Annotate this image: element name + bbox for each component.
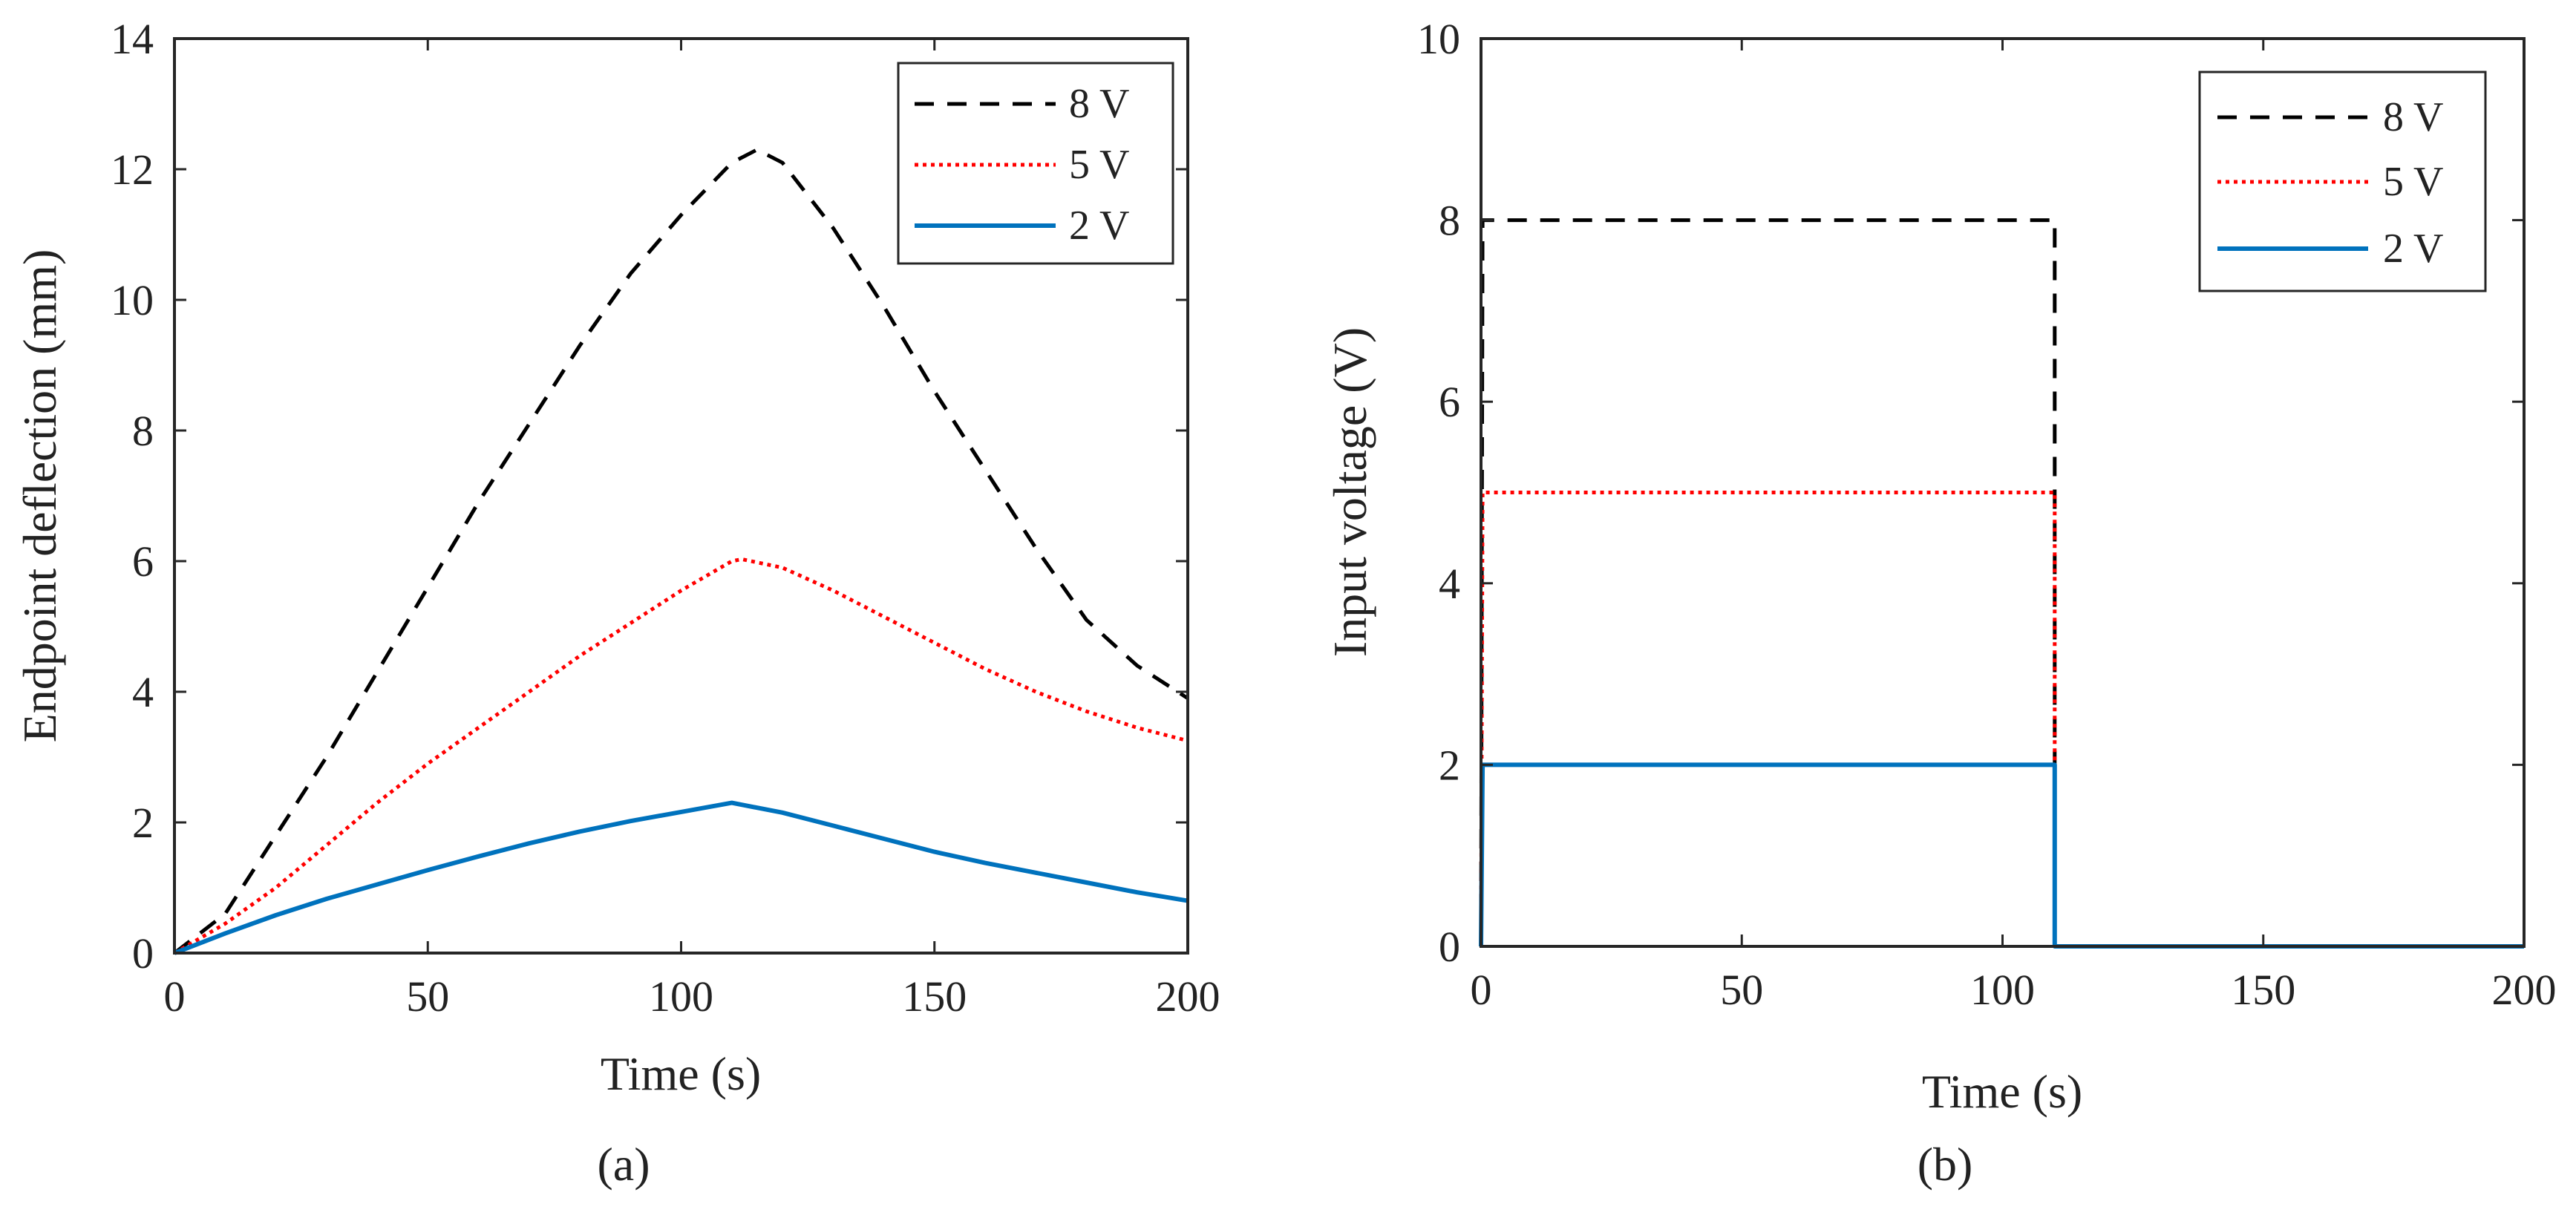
panel-a-y-tick-label: 2: [132, 799, 154, 847]
panel-a-y-tick-label: 12: [111, 145, 154, 194]
panel-a-y-tick-label: 10: [111, 276, 154, 324]
panel-a-legend-label-8v: 8 V: [1069, 81, 1129, 127]
panel-b-y-tick-label: 4: [1439, 560, 1460, 608]
panel-b-y-axis-label: Input voltage (V): [1324, 327, 1376, 657]
panel-b-x-tick-label: 100: [1970, 966, 2035, 1014]
panel-a-y-tick-label: 0: [132, 929, 154, 978]
panel-b-y-tick-label: 2: [1439, 741, 1460, 789]
panel-a-legend: 8 V 5 V 2 V: [897, 62, 1174, 265]
panel-a-y-tick-label: 4: [132, 668, 154, 716]
panel-a-y-tick-label: 14: [111, 15, 154, 63]
panel-a-legend-box: [897, 62, 1174, 265]
panel-a-series-line-8v: [173, 148, 1189, 955]
panel-b-axes-box: [1480, 37, 2526, 948]
panel-b-y-tick-label: 10: [1417, 15, 1460, 63]
panel-b-x-tick-label: 0: [1471, 966, 1492, 1014]
panel-b-y-tick-label: 0: [1439, 923, 1460, 971]
panel-a-x-tick-label: 100: [649, 972, 713, 1021]
panel-b-legend-label-8v: 8 V: [2383, 94, 2443, 140]
panel-b-x-tick-label: 200: [2492, 966, 2557, 1014]
panel-b-legend: 8 V 5 V 2 V: [2198, 71, 2487, 292]
panel-a-legend-label-5v: 5 V: [1069, 142, 1129, 188]
panel-a-series-line-2v: [173, 800, 1189, 955]
panel-a-x-axis-label: Time (s): [601, 1047, 761, 1100]
panel-b-legend-label-2v: 2 V: [2383, 226, 2443, 272]
panel-a-y-tick-label: 8: [132, 407, 154, 455]
panel-a-x-tick-label: 150: [902, 972, 967, 1021]
panel-a-series-line-5v: [173, 557, 1189, 955]
panel-a-x-tick-label: 0: [164, 972, 186, 1021]
panel-b-x-tick-label: 50: [1720, 966, 1763, 1014]
panel-a-series-group: [173, 148, 1189, 955]
panel-a-x-tick-label: 50: [406, 972, 449, 1021]
panel-b-y-tick-label: 6: [1439, 378, 1460, 426]
panel-b: 0 50 100 150 200 0 2 4 6 8 10 Time (s) Input volta…: [1324, 15, 2557, 1191]
panel-b-x-axis-label: Time (s): [1922, 1065, 2082, 1118]
panel-a-x-tick-label: 200: [1156, 972, 1220, 1021]
panel-b-caption: (b): [1918, 1138, 1973, 1191]
panel-a-ticks: 0 50 100 150 200 0 2 4 6 8 10 12 14: [111, 15, 1220, 1021]
panel-b-y-tick-label: 8: [1439, 197, 1460, 245]
panel-a-y-tick-label: 6: [132, 537, 154, 586]
panel-a: 0 50 100 150 200 0 2 4 6 8 10 12 14 Time (s) Endpoin…: [13, 15, 1220, 1191]
panel-a-caption: (a): [597, 1138, 650, 1191]
panel-a-legend-label-2v: 2 V: [1069, 203, 1129, 249]
panel-b-x-tick-label: 150: [2231, 966, 2295, 1014]
panel-b-ticks: 0 50 100 150 200 0 2 4 6 8 10: [1417, 15, 2557, 1014]
panel-a-y-axis-label: Endpoint deflection (mm): [13, 249, 66, 743]
panel-a-axes-box: [173, 37, 1189, 955]
panel-b-legend-label-5v: 5 V: [2383, 159, 2443, 205]
